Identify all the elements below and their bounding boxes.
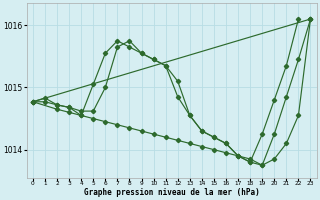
X-axis label: Graphe pression niveau de la mer (hPa): Graphe pression niveau de la mer (hPa) — [84, 188, 260, 197]
